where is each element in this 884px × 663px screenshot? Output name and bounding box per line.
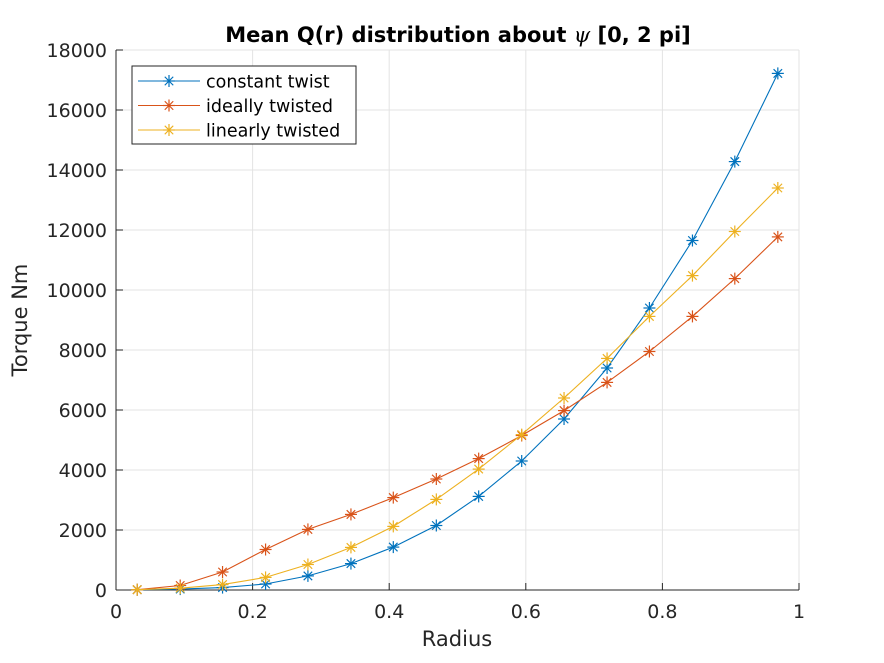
x-tick-label: 0.6 <box>511 601 541 623</box>
data-point-linearly-twisted <box>259 571 272 584</box>
data-point-ideally-twisted <box>601 376 614 389</box>
tick-labels: 0 0.2 0.4 0.6 0.8 1 0 2000 4000 6000 8000 10000 1200… <box>47 40 806 623</box>
x-tick-label: 0.8 <box>647 601 677 623</box>
series-line-constant-twist <box>137 73 779 591</box>
data-point-linearly-twisted <box>771 182 784 194</box>
data-point-ideally-twisted <box>259 543 272 556</box>
data-point-linearly-twisted <box>174 582 187 595</box>
y-tick-label: 12000 <box>47 220 107 242</box>
legend-marker <box>163 124 175 136</box>
data-point-constant-twist <box>771 67 784 80</box>
chart-title: Mean Q(r) distribution about ψ [0, 2 pi] <box>225 23 690 47</box>
y-tick-label: 10000 <box>47 280 107 302</box>
series-linearly-twisted <box>131 182 784 596</box>
series-layer <box>131 67 784 596</box>
data-point-linearly-twisted <box>131 583 144 596</box>
series-line-linearly-twisted <box>137 187 779 591</box>
data-point-constant-twist <box>301 569 314 582</box>
chart-title-symbol: ψ <box>574 23 591 47</box>
x-tick-label: 0.4 <box>374 601 404 623</box>
data-point-ideally-twisted <box>301 523 314 536</box>
legend: constant twist ideally twisted linearly tw… <box>131 65 357 145</box>
data-point-ideally-twisted <box>686 310 699 323</box>
y-tick-label: 18000 <box>47 40 107 62</box>
data-point-ideally-twisted <box>643 345 656 358</box>
y-tick-label: 2000 <box>59 520 107 542</box>
y-tick-label: 0 <box>95 580 107 602</box>
data-point-ideally-twisted <box>558 404 571 417</box>
x-tick-label: 0 <box>110 601 122 623</box>
y-tick-label: 4000 <box>59 460 107 482</box>
y-tick-label: 14000 <box>47 160 107 182</box>
data-point-ideally-twisted <box>771 230 784 243</box>
legend-item-ideally-twisted: ideally twisted <box>138 97 333 117</box>
data-point-linearly-twisted <box>301 558 314 571</box>
data-point-ideally-twisted <box>472 452 485 465</box>
data-point-linearly-twisted <box>430 493 443 506</box>
x-axis-label: Radius <box>422 627 492 651</box>
data-point-linearly-twisted <box>601 352 614 365</box>
data-point-constant-twist <box>728 155 741 168</box>
data-point-ideally-twisted <box>728 272 741 285</box>
y-tick-label: 8000 <box>59 340 107 362</box>
data-point-linearly-twisted <box>344 541 357 554</box>
y-tick-label: 6000 <box>59 400 107 422</box>
y-axis-label: Torque Nm <box>8 264 32 378</box>
data-point-linearly-twisted <box>558 392 571 404</box>
data-point-linearly-twisted <box>686 269 699 282</box>
data-point-linearly-twisted <box>515 428 528 441</box>
data-point-constant-twist <box>430 519 443 532</box>
legend-marker <box>163 99 175 112</box>
legend-item-linearly-twisted: linearly twisted <box>138 122 340 142</box>
y-tick-label: 16000 <box>47 100 107 122</box>
legend-label: constant twist <box>206 73 330 93</box>
legend-label: linearly twisted <box>206 122 340 142</box>
data-point-linearly-twisted <box>472 463 485 476</box>
chart-title-main: Mean Q(r) distribution about <box>225 23 566 47</box>
legend-marker <box>163 75 175 87</box>
x-tick-label: 1 <box>793 601 805 623</box>
data-point-linearly-twisted <box>643 310 656 323</box>
chart-title-suffix: [0, 2 pi] <box>597 23 690 47</box>
data-point-ideally-twisted <box>387 491 400 504</box>
data-point-constant-twist <box>387 541 400 554</box>
legend-label: ideally twisted <box>206 97 333 117</box>
axes <box>115 49 800 591</box>
data-point-ideally-twisted <box>344 508 357 521</box>
data-point-ideally-twisted <box>430 473 443 485</box>
data-point-linearly-twisted <box>216 578 229 591</box>
legend-item-constant-twist: constant twist <box>138 73 330 93</box>
series-line-ideally-twisted <box>137 236 779 591</box>
data-point-linearly-twisted <box>728 225 741 238</box>
data-point-constant-twist <box>515 455 528 467</box>
x-tick-label: 0.2 <box>237 601 267 623</box>
data-point-linearly-twisted <box>387 520 400 533</box>
data-point-constant-twist <box>344 557 357 570</box>
data-point-ideally-twisted <box>216 566 229 578</box>
data-point-constant-twist <box>472 490 485 503</box>
data-point-constant-twist <box>686 234 699 247</box>
